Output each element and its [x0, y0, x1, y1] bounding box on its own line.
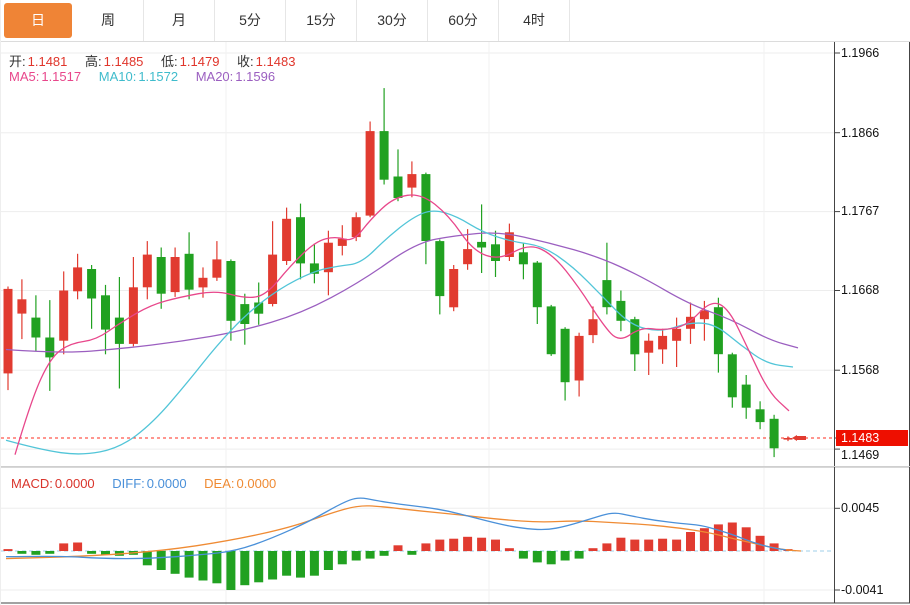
open-label: 开: [9, 54, 26, 69]
y-axis-tick: 1.1767 [841, 204, 880, 218]
tab-5min[interactable]: 5分 [215, 0, 286, 41]
ma10-label: MA10: [98, 69, 137, 84]
ohlc-legend: 开: 1.1481 高: 1.1485 低: 1.1479 收: 1.1483 [9, 51, 297, 70]
dea-label: DEA: [204, 476, 235, 491]
timeframe-tabbar: 日 周 月 5分 15分 30分 60分 4时 [1, 0, 910, 42]
high-value: 1.1485 [103, 54, 144, 69]
low-label: 低: [161, 54, 178, 69]
y-axis-tick: 1.1966 [841, 46, 880, 60]
tab-60min[interactable]: 60分 [428, 0, 499, 41]
ma20-label: MA20: [195, 69, 234, 84]
ma-legend: MA5: 1.1517 MA10: 1.1572 MA20: 1.1596 [9, 69, 277, 84]
ma5-label: MA5: [9, 69, 40, 84]
y-axis-tick: 1.1668 [841, 283, 880, 297]
tab-day[interactable]: 日 [4, 3, 72, 38]
diff-value: 0.0000 [146, 476, 187, 491]
macd-axis-tick-bottom: -0.0041 [841, 583, 884, 597]
macd-chart-canvas[interactable] [1, 467, 910, 605]
macd-axis-tick-top: 0.0045 [841, 501, 880, 515]
macd-value: 0.0000 [54, 476, 95, 491]
y-axis-tick: 1.1866 [841, 126, 880, 140]
tab-15min[interactable]: 15分 [286, 0, 357, 41]
tab-4hour[interactable]: 4时 [499, 0, 570, 41]
open-value: 1.1481 [27, 54, 68, 69]
diff-label: DIFF: [112, 476, 145, 491]
close-label: 收: [237, 54, 254, 69]
ma20-value: 1.1596 [235, 69, 276, 84]
dea-value: 0.0000 [236, 476, 277, 491]
ma10-value: 1.1572 [138, 69, 179, 84]
price-chart-canvas[interactable] [1, 42, 910, 467]
macd-label: MACD: [11, 476, 53, 491]
y-axis-tick: 1.1469 [841, 448, 880, 462]
macd-legend: MACD: 0.0000 DIFF: 0.0000 DEA: 0.0000 [11, 476, 278, 491]
low-value: 1.1479 [179, 54, 220, 69]
close-value: 1.1483 [255, 54, 296, 69]
current-price-badge: 1.1483 [836, 430, 908, 446]
ma5-value: 1.1517 [41, 69, 82, 84]
tab-month[interactable]: 月 [144, 0, 215, 41]
tab-week[interactable]: 周 [73, 0, 144, 41]
tab-30min[interactable]: 30分 [357, 0, 428, 41]
high-label: 高: [85, 54, 102, 69]
y-axis-tick: 1.1568 [841, 363, 880, 377]
